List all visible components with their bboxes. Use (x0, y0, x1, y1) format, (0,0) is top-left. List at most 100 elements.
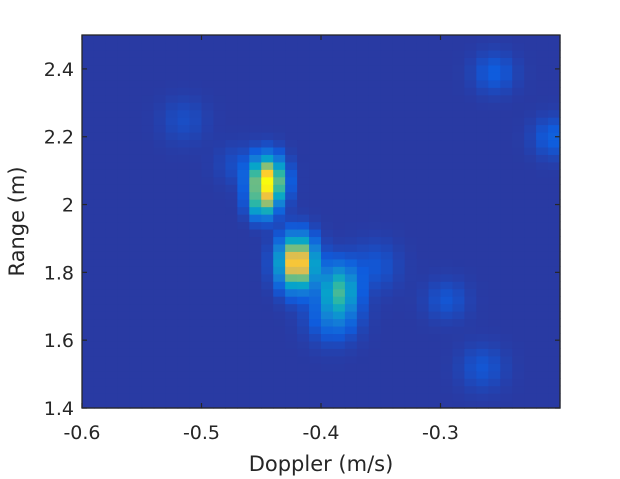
heatmap-cell (380, 57, 394, 66)
heatmap-cell (261, 236, 274, 245)
heatmap-cell (177, 251, 191, 260)
heatmap-cell (297, 87, 310, 96)
heatmap-cell (536, 154, 549, 163)
heatmap-cell (464, 251, 477, 260)
heatmap-cell (261, 184, 274, 193)
heatmap-cell (452, 49, 465, 58)
heatmap-cell (213, 370, 226, 379)
heatmap-cell (464, 102, 477, 111)
heatmap-cell (273, 42, 286, 51)
heatmap-cell (105, 251, 119, 260)
heatmap-cell (213, 355, 226, 364)
heatmap-cell (344, 266, 358, 275)
heatmap-cell (165, 72, 179, 81)
heatmap-cell (332, 221, 346, 230)
heatmap-cell (117, 154, 131, 163)
heatmap-cell (117, 146, 131, 155)
heatmap-cell (201, 273, 215, 282)
heatmap-cell (500, 236, 513, 245)
heatmap-cell (452, 206, 465, 215)
heatmap-cell (309, 281, 322, 290)
heatmap-cell (380, 393, 394, 402)
heatmap-cell (141, 214, 155, 223)
heatmap-cell (344, 42, 358, 51)
heatmap-cell (117, 206, 131, 215)
heatmap-cell (464, 57, 477, 66)
heatmap-cell (536, 340, 549, 349)
heatmap-cell (225, 117, 238, 126)
heatmap-cell (452, 258, 465, 267)
heatmap-cell (189, 199, 203, 208)
heatmap-cell (356, 303, 370, 312)
heatmap-cell (105, 214, 119, 223)
heatmap-cell (153, 72, 167, 81)
heatmap-cell (201, 191, 215, 200)
heatmap-cell (273, 109, 286, 118)
heatmap-cell (524, 296, 537, 305)
heatmap-cell (225, 161, 238, 170)
heatmap-cell (404, 385, 418, 394)
heatmap-cell (309, 49, 322, 58)
heatmap-cell (488, 251, 501, 260)
heatmap-cell (249, 333, 262, 342)
heatmap-cell (452, 333, 465, 342)
heatmap-cell (452, 236, 465, 245)
heatmap-cell (392, 221, 406, 230)
heatmap-cell (536, 79, 549, 88)
heatmap-cell (536, 288, 549, 297)
heatmap-cell (452, 355, 465, 364)
heatmap-cell (153, 102, 167, 111)
heatmap-cell (321, 131, 334, 141)
heatmap-cell (392, 206, 406, 215)
heatmap-cell (93, 176, 107, 185)
heatmap-cell (356, 281, 370, 290)
heatmap-cell (476, 154, 489, 163)
heatmap-cell (416, 355, 430, 364)
heatmap-cell (392, 161, 406, 170)
heatmap-cell (476, 161, 489, 170)
heatmap-cell (105, 169, 119, 178)
heatmap-cell (344, 370, 358, 379)
heatmap-cell (500, 57, 513, 66)
heatmap-cell (285, 72, 298, 81)
heatmap-cell (201, 131, 215, 141)
heatmap-cell (249, 243, 262, 252)
heatmap-cell (129, 221, 143, 230)
heatmap-cell (428, 370, 442, 379)
heatmap-cell (261, 176, 274, 185)
heatmap-cell (512, 42, 525, 51)
heatmap-cell (428, 87, 442, 96)
heatmap-cell (249, 251, 262, 260)
heatmap-cell (141, 363, 155, 372)
heatmap-cell (225, 42, 238, 51)
heatmap-cell (201, 378, 215, 387)
heatmap-cell (285, 385, 298, 394)
heatmap-cell (416, 199, 430, 208)
heatmap-cell (165, 154, 179, 163)
heatmap-cell (309, 340, 322, 349)
heatmap-cell (189, 214, 203, 223)
heatmap-cell (273, 124, 286, 133)
heatmap-cell (524, 228, 537, 238)
heatmap-cell (464, 400, 477, 409)
heatmap-cell (416, 311, 430, 320)
heatmap-cell (201, 154, 215, 163)
heatmap-cell (452, 318, 465, 327)
heatmap-cell (201, 79, 215, 88)
heatmap-cell (249, 176, 262, 185)
heatmap-cell (285, 42, 298, 51)
heatmap-cell (105, 370, 119, 379)
heatmap-cell (344, 79, 358, 88)
heatmap-cell (177, 355, 191, 364)
heatmap-cell (285, 243, 298, 252)
heatmap-cell (141, 288, 155, 297)
heatmap-cell (356, 87, 370, 96)
heatmap-cell (464, 340, 477, 349)
heatmap-cell (356, 184, 370, 193)
heatmap-cell (368, 57, 382, 66)
heatmap-cell (416, 102, 430, 111)
heatmap-cell (129, 325, 143, 334)
heatmap-cell (249, 42, 262, 51)
heatmap-cell (404, 243, 418, 252)
heatmap-cell (141, 325, 155, 334)
